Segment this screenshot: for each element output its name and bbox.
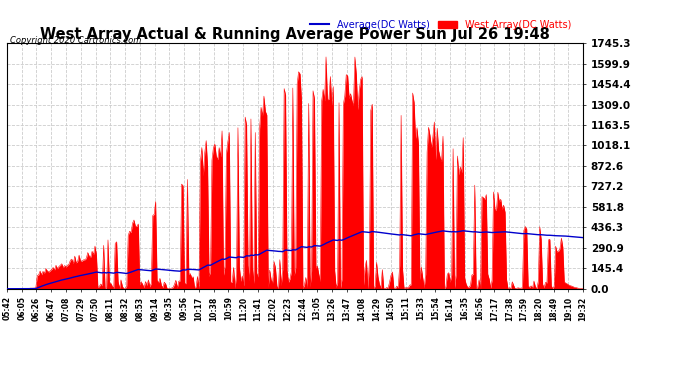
Text: Copyright 2020 Cartronics.com: Copyright 2020 Cartronics.com	[10, 36, 141, 45]
Title: West Array Actual & Running Average Power Sun Jul 26 19:48: West Array Actual & Running Average Powe…	[40, 27, 550, 42]
Legend: Average(DC Watts), West Array(DC Watts): Average(DC Watts), West Array(DC Watts)	[306, 16, 575, 34]
